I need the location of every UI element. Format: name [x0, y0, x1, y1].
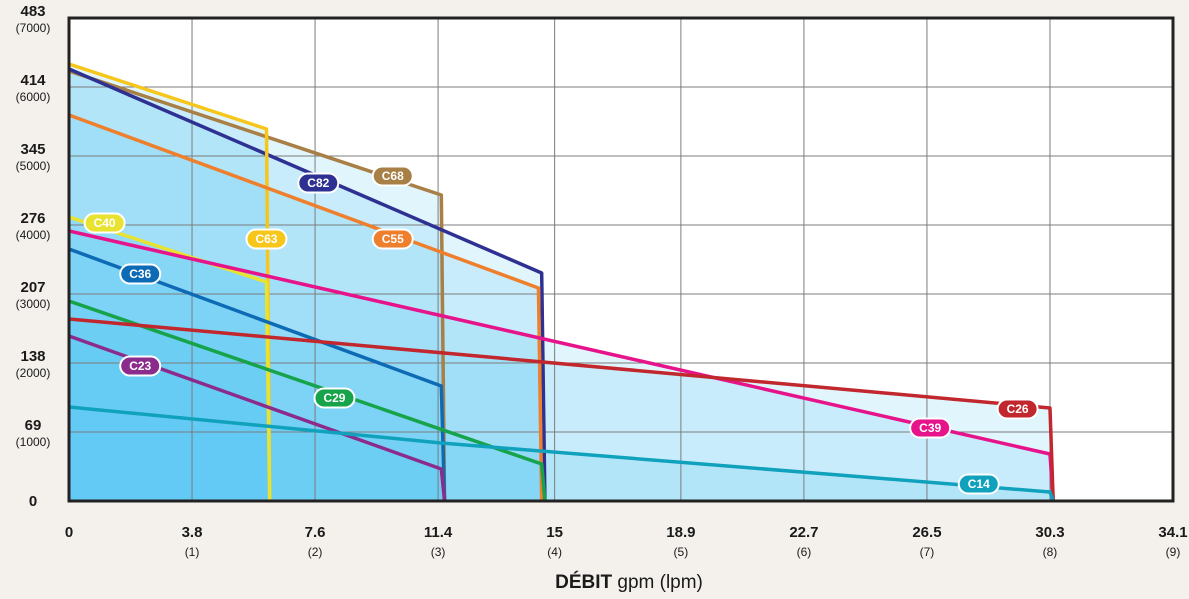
area-c23: [69, 336, 445, 501]
series-line-c36: [69, 247, 447, 501]
x-tick-label: 30.3: [1035, 524, 1064, 541]
area-c63: [69, 64, 270, 501]
y-tick-label: 138: [20, 348, 45, 365]
series-label-c39: C39: [909, 417, 952, 439]
series-lines: [69, 62, 1055, 501]
series-label-pill: [119, 355, 162, 377]
series-label-c55: C55: [371, 228, 414, 250]
x-tick-label: 15: [546, 524, 563, 541]
series-label-text: C40: [94, 216, 116, 230]
x-tick-sublabel: (1): [185, 545, 200, 559]
series-label-pill: [371, 228, 414, 250]
series-label-c23: C23: [119, 355, 162, 377]
series-label-c29: C29: [313, 387, 356, 409]
series-label-text: C39: [919, 421, 941, 435]
x-tick-label: 22.7: [789, 524, 818, 541]
series-line-c29: [69, 299, 547, 501]
x-tick-label: 3.8: [182, 524, 203, 541]
series-label-text: C82: [307, 176, 329, 190]
x-tick-label: 34.1: [1158, 524, 1187, 541]
series-label-pill: [297, 172, 340, 194]
series-line-c55: [69, 113, 544, 501]
x-tick-sublabel: (4): [547, 545, 562, 559]
x-tick-sublabel: (9): [1166, 545, 1181, 559]
plot-background: [69, 18, 1173, 501]
y-tick-sublabel: (2000): [16, 366, 51, 380]
x-tick-sublabel: (2): [308, 545, 323, 559]
x-tick-label: 0: [65, 524, 73, 541]
series-line-c82: [69, 67, 547, 501]
series-label-text: C68: [382, 169, 404, 183]
series-label-pill: [909, 417, 952, 439]
series-label-text: C36: [129, 267, 151, 281]
x-tick-label: 26.5: [912, 524, 941, 541]
series-label-c40: C40: [83, 212, 126, 234]
series-label-c14: C14: [957, 473, 1000, 495]
series-label-pill: [313, 387, 356, 409]
x-axis-ticks: 0 3.8 (1) 7.6 (2) 11.4 (3) 15 (4) 18.9 (5) 22.7 (6) 2…: [65, 524, 1188, 559]
series-label-text: C26: [1007, 402, 1029, 416]
y-tick-sublabel: (3000): [16, 297, 51, 311]
y-tick-label: 345: [20, 141, 45, 158]
x-tick-sublabel: (5): [674, 545, 689, 559]
x-tick-sublabel: (8): [1043, 545, 1058, 559]
series-line-c26: [69, 317, 1055, 501]
series-line-c23: [69, 334, 447, 501]
y-axis-ticks: 069(1000)138(2000)207(3000)276(4000)345(…: [16, 3, 51, 510]
y-tick-sublabel: (1000): [16, 435, 51, 449]
series-label-pill: [957, 473, 1000, 495]
series-label-text: C23: [129, 359, 151, 373]
y-tick-label: 0: [29, 493, 37, 510]
series-label-text: C55: [382, 232, 404, 246]
x-tick-sublabel: (6): [797, 545, 812, 559]
series-line-c14: [69, 405, 1055, 501]
x-tick-label: 7.6: [305, 524, 326, 541]
series-label-c36: C36: [119, 263, 162, 285]
series-label-text: C29: [323, 391, 345, 405]
y-tick-label: 69: [25, 417, 42, 434]
series-label-c26: C26: [996, 398, 1039, 420]
x-axis-title: DÉBIT gpm (lpm): [555, 571, 703, 593]
x-axis-title-bold: DÉBIT: [555, 571, 612, 593]
series-label-c68: C68: [371, 165, 414, 187]
series-label-pill: [996, 398, 1039, 420]
y-tick-label: 483: [20, 3, 45, 20]
series-label-pill: [83, 212, 126, 234]
y-tick-sublabel: (4000): [16, 228, 51, 242]
series-labels: C68 C82 C63 C55 C40 C36 C29 C23 C39 C26 C14: [83, 165, 1039, 495]
y-tick-sublabel: (6000): [16, 90, 51, 104]
x-axis-title-units: gpm (lpm): [612, 572, 703, 593]
x-tick-sublabel: (3): [431, 545, 446, 559]
x-tick-sublabel: (7): [920, 545, 935, 559]
x-tick-label: 11.4: [424, 524, 453, 541]
series-label-c63: C63: [245, 228, 288, 250]
y-tick-sublabel: (5000): [16, 159, 51, 173]
series-label-text: C63: [255, 232, 277, 246]
plot-frame: [67, 16, 1175, 503]
y-tick-sublabel: (7000): [16, 21, 51, 35]
area-c29: [69, 301, 545, 501]
x-tick-label: 18.9: [666, 524, 695, 541]
series-label-text: C14: [968, 477, 990, 491]
series-line-c68: [69, 69, 447, 501]
series-label-pill: [371, 165, 414, 187]
area-c40: [69, 217, 270, 501]
y-tick-label: 207: [20, 279, 45, 296]
y-tick-label: 414: [20, 72, 46, 89]
y-tick-label: 276: [20, 210, 45, 227]
series-label-pill: [119, 263, 162, 285]
series-label-pill: [245, 228, 288, 250]
series-label-c82: C82: [297, 172, 340, 194]
area-c55: [69, 115, 542, 501]
